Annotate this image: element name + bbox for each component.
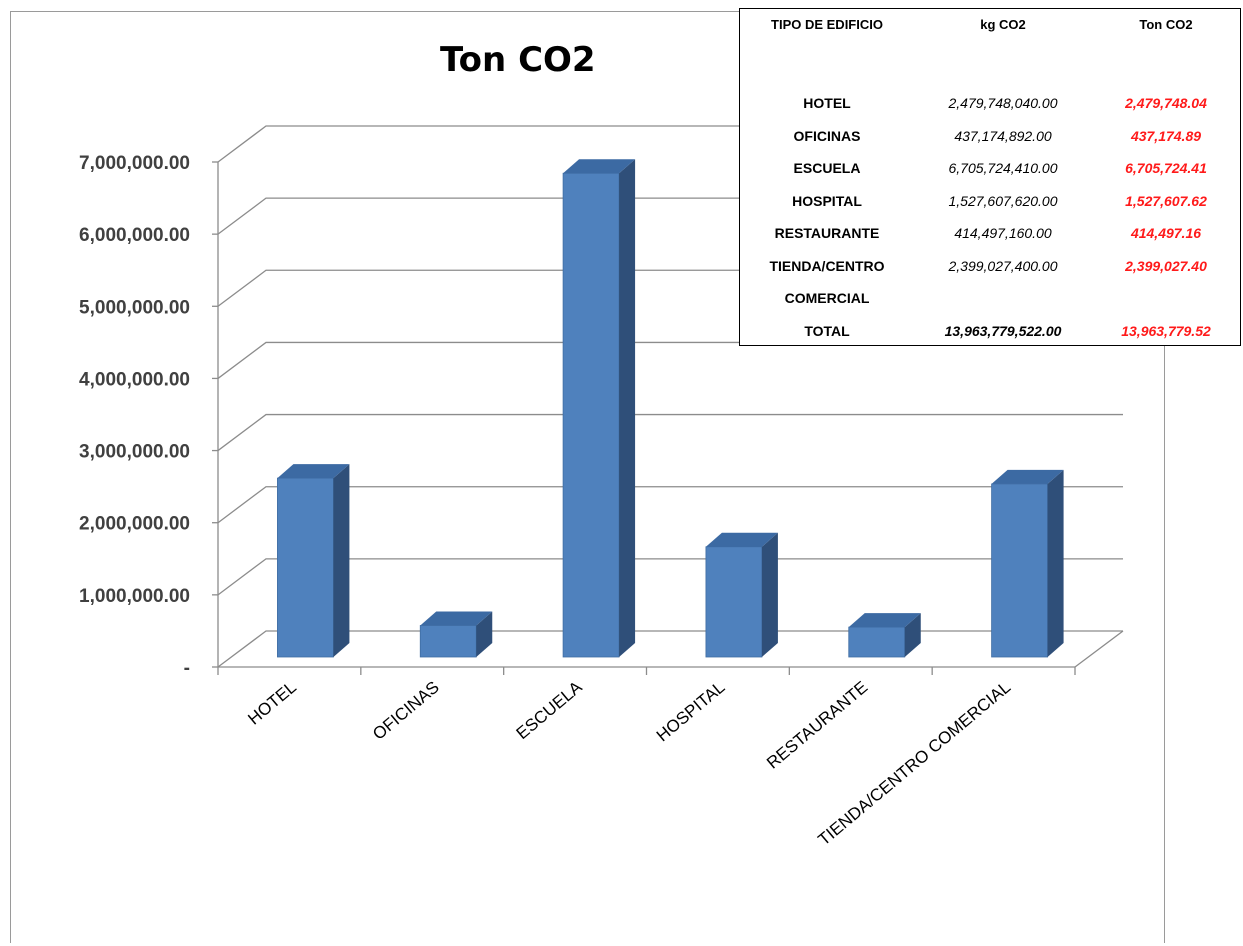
x-category-label: ESCUELA: [513, 677, 587, 743]
bar: [848, 613, 921, 658]
table-row: OFICINAS 437,174,892.00 437,174.89: [740, 120, 1240, 153]
cell-type: RESTAURANTE: [774, 225, 880, 242]
cell-kg: 414,497,160.00: [954, 225, 1052, 242]
bar-front: [277, 477, 334, 658]
bar: [705, 532, 778, 658]
cell-kg: 2,399,027,400.00: [948, 257, 1058, 274]
table-row: HOTEL 2,479,748,040.00 2,479,748.04: [740, 87, 1240, 120]
cell-ton: 414,497.16: [1130, 225, 1202, 242]
cell-ton: 1,527,607.62: [1125, 192, 1207, 209]
x-category-label: OFICINAS: [369, 678, 443, 744]
bar-front: [419, 625, 477, 658]
data-table: TIPO DE EDIFICIO kg CO2 Ton CO2 HOTEL 2,…: [740, 9, 1240, 347]
cell-ton: 6,705,724.41: [1125, 160, 1207, 177]
cell-kg: [914, 282, 1092, 315]
cell-kg: 1,527,607,620.00: [948, 192, 1058, 209]
table-row: TIENDA/CENTRO 2,399,027,400.00 2,399,027…: [740, 250, 1240, 283]
y-tick-label: 3,000,000.00: [79, 442, 190, 463]
bar-side: [619, 159, 636, 657]
gridline: [217, 413, 1123, 452]
cell-ton: [1092, 282, 1240, 315]
cell-type: ESCUELA: [793, 160, 861, 177]
gridline: [217, 486, 1123, 524]
cell-type: OFICINAS: [793, 127, 861, 144]
bar: [562, 159, 636, 658]
chart-title: Ton CO2: [440, 40, 596, 80]
header-ton: Ton CO2: [1139, 17, 1193, 32]
bar: [991, 469, 1064, 658]
bars: [277, 159, 1064, 658]
cell-ton: 437,174.89: [1130, 127, 1202, 144]
cell-total-ton: 13,963,779.52: [1121, 322, 1211, 339]
bar-front: [705, 546, 763, 658]
cell-kg: 6,705,724,410.00: [948, 160, 1058, 177]
cell-ton: 2,479,748.04: [1125, 95, 1207, 112]
bar-side: [333, 464, 350, 657]
x-category-label: HOSPITAL: [653, 678, 729, 746]
bar-front: [991, 483, 1048, 658]
cell-type: HOSPITAL: [792, 192, 862, 209]
cell-type: HOTEL: [803, 95, 851, 112]
bar: [277, 464, 350, 658]
table-row: HOSPITAL 1,527,607,620.00 1,527,607.62: [740, 185, 1240, 218]
x-category-label: RESTAURANTE: [763, 678, 871, 773]
data-table-box: TIPO DE EDIFICIO kg CO2 Ton CO2 HOTEL 2,…: [739, 8, 1241, 346]
header-type: TIPO DE EDIFICIO: [771, 17, 883, 32]
y-tick-label: -: [184, 658, 190, 679]
gridline: [217, 630, 1123, 668]
table-spacer-row: [740, 57, 1240, 87]
cell-kg: 2,479,748,040.00: [948, 95, 1058, 112]
gridline: [217, 558, 1123, 596]
cell-total-kg: 13,963,779,522.00: [944, 322, 1062, 339]
bar: [419, 611, 493, 658]
cell-type: COMERCIAL: [784, 290, 870, 307]
bar-front: [562, 172, 620, 658]
bar-top: [563, 159, 636, 174]
y-tick-label: 1,000,000.00: [79, 586, 190, 607]
bar-top: [420, 611, 493, 626]
cell-ton: 2,399,027.40: [1125, 257, 1207, 274]
cell-kg: 437,174,892.00: [954, 127, 1052, 144]
table-header-row: TIPO DE EDIFICIO kg CO2 Ton CO2: [740, 9, 1240, 57]
y-tick-label: 7,000,000.00: [79, 153, 190, 174]
bar-side: [761, 532, 778, 657]
bar-front: [848, 626, 906, 658]
bar-side: [476, 611, 493, 657]
bar-side: [1047, 469, 1064, 657]
x-category-label: HOTEL: [244, 678, 300, 729]
bar-top: [277, 464, 350, 479]
cell-type: TIENDA/CENTRO: [769, 257, 885, 274]
bar-top: [705, 532, 778, 547]
header-kg: kg CO2: [980, 17, 1026, 32]
bar-side: [904, 613, 921, 657]
table-total-row: TOTAL 13,963,779,522.00 13,963,779.52: [740, 315, 1240, 348]
bar-top: [991, 469, 1064, 484]
cell-total-label: TOTAL: [804, 322, 850, 339]
table-row: ESCUELA 6,705,724,410.00 6,705,724.41: [740, 152, 1240, 185]
table-row: COMERCIAL: [740, 282, 1240, 315]
y-tick-label: 4,000,000.00: [79, 369, 190, 390]
table-row: RESTAURANTE 414,497,160.00 414,497.16: [740, 217, 1240, 250]
bar-top: [848, 613, 921, 628]
y-tick-label: 6,000,000.00: [79, 225, 190, 246]
axes: [212, 161, 1124, 675]
y-tick-label: 5,000,000.00: [79, 297, 190, 318]
gridline: [217, 341, 1123, 379]
floor-right-edge: [1074, 630, 1124, 668]
y-tick-label: 2,000,000.00: [79, 514, 190, 535]
